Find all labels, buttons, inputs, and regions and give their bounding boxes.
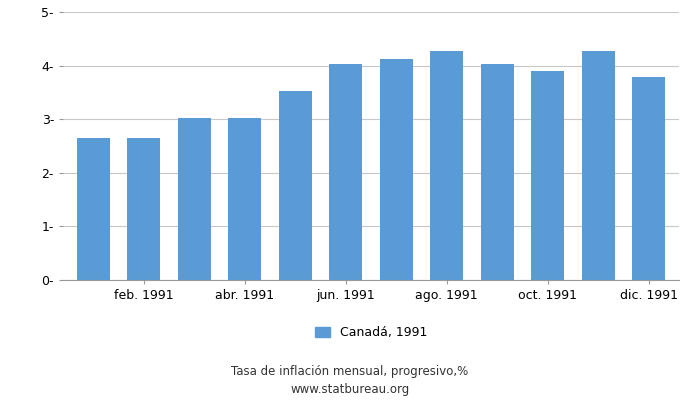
Bar	[632, 77, 665, 280]
Bar	[77, 138, 110, 280]
Bar	[228, 118, 261, 280]
Bar	[279, 91, 312, 280]
Legend: Canadá, 1991: Canadá, 1991	[315, 326, 427, 340]
Bar	[582, 51, 615, 280]
Bar	[531, 71, 564, 280]
Bar	[481, 64, 514, 280]
Bar	[430, 51, 463, 280]
Bar	[127, 138, 160, 280]
Bar	[329, 64, 362, 280]
Bar	[380, 59, 413, 280]
Bar	[178, 118, 211, 280]
Text: Tasa de inflación mensual, progresivo,%: Tasa de inflación mensual, progresivo,%	[232, 366, 468, 378]
Text: www.statbureau.org: www.statbureau.org	[290, 384, 410, 396]
